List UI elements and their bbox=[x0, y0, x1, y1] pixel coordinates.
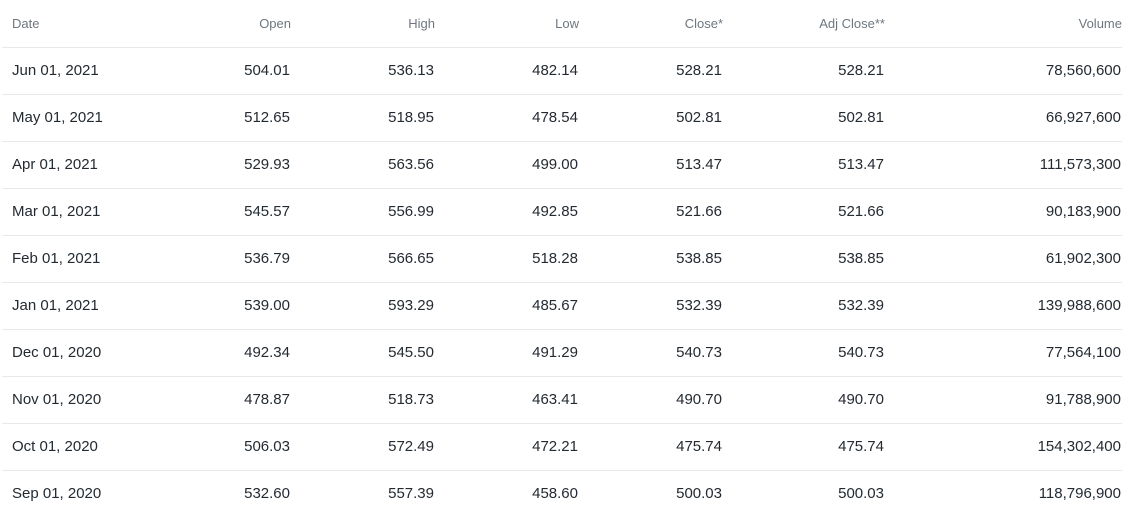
cell-adj-close: 500.03 bbox=[838, 485, 884, 503]
table-row: Oct 01, 2020 506.03 572.49 472.21 475.74 475.… bbox=[2, 423, 1122, 471]
cell-adj-close: 538.85 bbox=[723, 235, 885, 283]
cell-low: 492.85 bbox=[435, 188, 579, 236]
cell-high: 593.29 bbox=[291, 282, 435, 330]
cell-close: 521.66 bbox=[579, 188, 723, 236]
cell-adj-close: 521.66 bbox=[723, 188, 885, 236]
cell-adj-close: 540.73 bbox=[723, 329, 885, 377]
cell-low: 472.21 bbox=[435, 423, 579, 471]
header-open: Open bbox=[171, 0, 291, 48]
cell-low: 499.00 bbox=[435, 141, 579, 189]
table-row: Apr 01, 2021 529.93 563.56 499.00 513.47 513.… bbox=[2, 141, 1122, 189]
header-close: Close* bbox=[579, 0, 723, 48]
cell-high: 572.49 bbox=[291, 423, 435, 471]
table-row: Feb 01, 2021 536.79 566.65 518.28 538.85 538.… bbox=[2, 235, 1122, 283]
cell-low: 518.28 bbox=[435, 235, 579, 283]
cell-open: 545.57 bbox=[171, 188, 291, 236]
cell-close: 513.47 bbox=[579, 141, 723, 189]
cell-volume: 118,796,900 bbox=[1038, 485, 1121, 503]
cell-high: 545.50 bbox=[291, 329, 435, 377]
cell-low: 478.54 bbox=[435, 94, 579, 142]
cell-open: 492.34 bbox=[171, 329, 291, 377]
cell-low: 482.14 bbox=[435, 47, 579, 95]
cell-volume: 111,573,300 bbox=[885, 141, 1122, 189]
cell-date: Sep 01, 2020 bbox=[12, 485, 102, 503]
cell-volume: 154,302,400 bbox=[885, 423, 1122, 471]
cell-close: 540.73 bbox=[579, 329, 723, 377]
table-row: Mar 01, 2021 545.57 556.99 492.85 521.66 521.… bbox=[2, 188, 1122, 236]
cell-volume: 91,788,900 bbox=[885, 376, 1122, 424]
cell-high: 518.73 bbox=[291, 376, 435, 424]
cell-low: 491.29 bbox=[435, 329, 579, 377]
cell-date: Nov 01, 2020 bbox=[2, 376, 171, 424]
cell-open: 529.93 bbox=[171, 141, 291, 189]
cell-adj-close: 502.81 bbox=[723, 94, 885, 142]
header-low: Low bbox=[435, 0, 579, 48]
cell-close: 490.70 bbox=[579, 376, 723, 424]
cell-high: 556.99 bbox=[291, 188, 435, 236]
cell-close: 528.21 bbox=[579, 47, 723, 95]
table-header: Date Open High Low Close* Adj Close** Vo… bbox=[2, 0, 1122, 48]
cell-close: 532.39 bbox=[579, 282, 723, 330]
cell-volume: 78,560,600 bbox=[885, 47, 1122, 95]
table-row: Sep 01, 2020 532.60 557.39 458.60 500.03 500.… bbox=[2, 470, 1122, 517]
cell-close: 500.03 bbox=[676, 485, 722, 503]
cell-adj-close: 475.74 bbox=[723, 423, 885, 471]
cell-close: 502.81 bbox=[579, 94, 723, 142]
cell-volume: 90,183,900 bbox=[885, 188, 1122, 236]
cell-date: Jun 01, 2021 bbox=[2, 47, 171, 95]
cell-open: 506.03 bbox=[171, 423, 291, 471]
table-row: Jun 01, 2021 504.01 536.13 482.14 528.21 528.… bbox=[2, 47, 1122, 95]
cell-date: Feb 01, 2021 bbox=[2, 235, 171, 283]
cell-volume: 77,564,100 bbox=[885, 329, 1122, 377]
cell-adj-close: 513.47 bbox=[723, 141, 885, 189]
cell-low: 458.60 bbox=[532, 485, 578, 503]
cell-date: Dec 01, 2020 bbox=[2, 329, 171, 377]
cell-volume: 61,902,300 bbox=[885, 235, 1122, 283]
cell-date: Apr 01, 2021 bbox=[2, 141, 171, 189]
header-row: Date Open High Low Close* Adj Close** Vo… bbox=[2, 0, 1122, 48]
cell-low: 463.41 bbox=[435, 376, 579, 424]
cell-high: 563.56 bbox=[291, 141, 435, 189]
cell-open: 532.60 bbox=[244, 485, 290, 503]
cell-close: 475.74 bbox=[579, 423, 723, 471]
cell-adj-close: 528.21 bbox=[723, 47, 885, 95]
cell-date: Jan 01, 2021 bbox=[2, 282, 171, 330]
cell-adj-close: 532.39 bbox=[723, 282, 885, 330]
header-high: High bbox=[291, 0, 435, 48]
cell-close: 538.85 bbox=[579, 235, 723, 283]
table-row: Dec 01, 2020 492.34 545.50 491.29 540.73 540.… bbox=[2, 329, 1122, 377]
cell-open: 504.01 bbox=[171, 47, 291, 95]
cell-high: 557.39 bbox=[388, 485, 434, 503]
cell-low: 485.67 bbox=[435, 282, 579, 330]
cell-high: 518.95 bbox=[291, 94, 435, 142]
cell-open: 478.87 bbox=[171, 376, 291, 424]
table-row: Jan 01, 2021 539.00 593.29 485.67 532.39 532.… bbox=[2, 282, 1122, 330]
cell-high: 566.65 bbox=[291, 235, 435, 283]
cell-open: 512.65 bbox=[171, 94, 291, 142]
cell-high: 536.13 bbox=[291, 47, 435, 95]
cell-adj-close: 490.70 bbox=[723, 376, 885, 424]
table-row: May 01, 2021 512.65 518.95 478.54 502.81 502.… bbox=[2, 94, 1122, 142]
cell-date: May 01, 2021 bbox=[2, 94, 171, 142]
table-body: Jun 01, 2021 504.01 536.13 482.14 528.21 528.… bbox=[2, 47, 1122, 517]
header-date: Date bbox=[2, 0, 171, 48]
cell-date: Mar 01, 2021 bbox=[2, 188, 171, 236]
cell-open: 536.79 bbox=[171, 235, 291, 283]
header-volume: Volume bbox=[885, 0, 1122, 48]
cell-open: 539.00 bbox=[171, 282, 291, 330]
cell-volume: 66,927,600 bbox=[885, 94, 1122, 142]
cell-volume: 139,988,600 bbox=[885, 282, 1122, 330]
cell-date: Oct 01, 2020 bbox=[2, 423, 171, 471]
table-row: Nov 01, 2020 478.87 518.73 463.41 490.70 490.… bbox=[2, 376, 1122, 424]
header-adj-close: Adj Close** bbox=[723, 0, 885, 48]
